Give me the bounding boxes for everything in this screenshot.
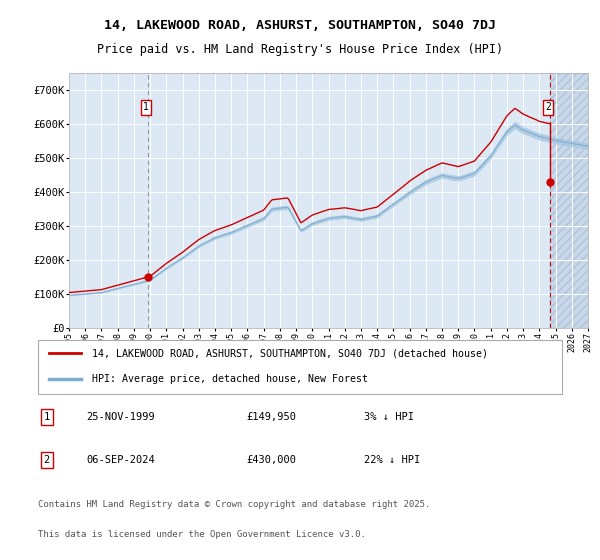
Text: Price paid vs. HM Land Registry's House Price Index (HPI): Price paid vs. HM Land Registry's House … [97,43,503,56]
Text: 2: 2 [44,455,50,465]
Bar [550,73,588,328]
Text: £149,950: £149,950 [247,412,296,422]
Text: 2: 2 [545,102,551,112]
Text: 14, LAKEWOOD ROAD, ASHURST, SOUTHAMPTON, SO40 7DJ: 14, LAKEWOOD ROAD, ASHURST, SOUTHAMPTON,… [104,18,496,32]
Text: This data is licensed under the Open Government Licence v3.0.: This data is licensed under the Open Gov… [38,530,366,539]
FancyBboxPatch shape [38,340,562,394]
Text: 14, LAKEWOOD ROAD, ASHURST, SOUTHAMPTON, SO40 7DJ (detached house): 14, LAKEWOOD ROAD, ASHURST, SOUTHAMPTON,… [92,348,488,358]
Text: HPI: Average price, detached house, New Forest: HPI: Average price, detached house, New … [92,374,368,384]
Text: 06-SEP-2024: 06-SEP-2024 [86,455,155,465]
Text: £430,000: £430,000 [247,455,296,465]
Text: 22% ↓ HPI: 22% ↓ HPI [364,455,421,465]
Text: 1: 1 [143,102,149,112]
Text: 3% ↓ HPI: 3% ↓ HPI [364,412,414,422]
Text: Contains HM Land Registry data © Crown copyright and database right 2025.: Contains HM Land Registry data © Crown c… [38,500,431,509]
Text: 25-NOV-1999: 25-NOV-1999 [86,412,155,422]
Text: 1: 1 [44,412,50,422]
